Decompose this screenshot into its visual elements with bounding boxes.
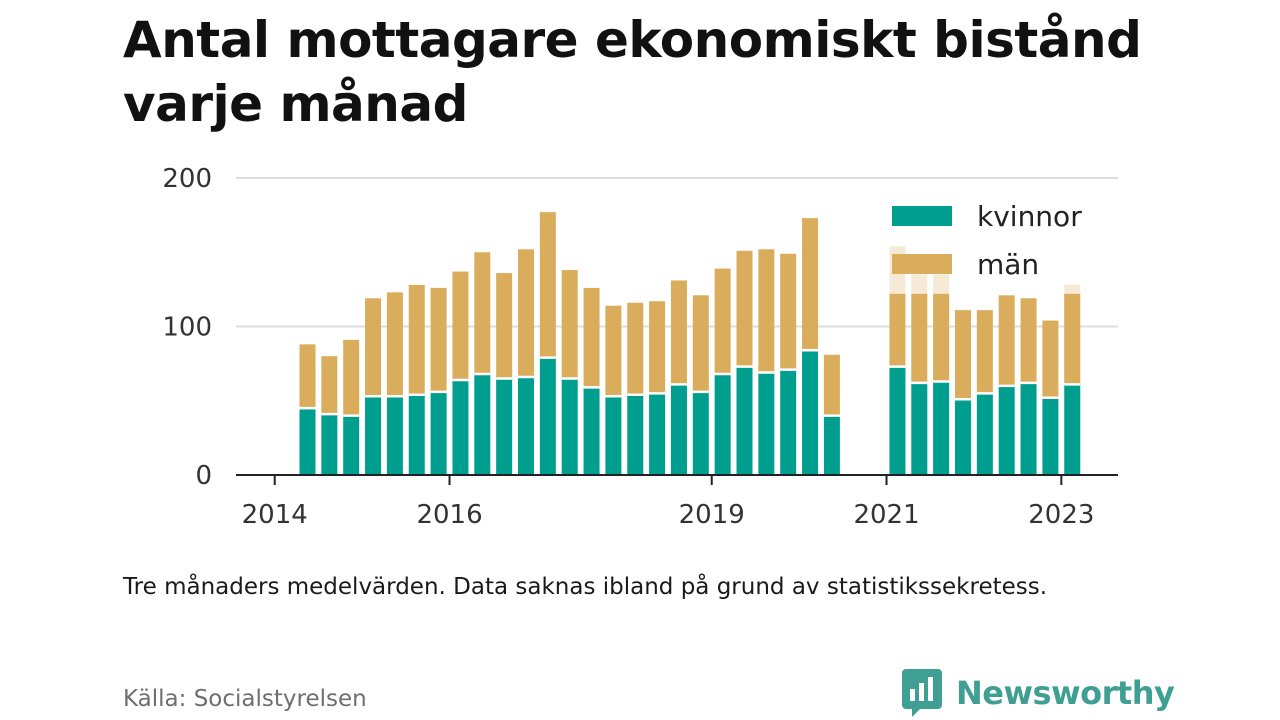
x-tick-label: 2023 (1028, 500, 1094, 530)
bar-man (802, 218, 819, 351)
bar-man (518, 249, 534, 377)
y-axis-ticks: 0 100 200 (162, 164, 212, 491)
legend-label-kvinnor: kvinnor (977, 200, 1082, 233)
bars (299, 212, 1081, 475)
bar-man (299, 344, 316, 409)
bar-kvinnor (321, 414, 338, 475)
chart-title: Antal mottagare ekonomiskt bistånd varje… (123, 11, 1142, 133)
bar-kvinnor (998, 385, 1015, 475)
bar-kvinnor (365, 396, 382, 475)
bar-man (889, 293, 906, 367)
bar-man (474, 252, 491, 375)
brand-name: Newsworthy (956, 674, 1175, 712)
bar-kvinnor (1020, 382, 1037, 475)
bar-kvinnor (933, 381, 950, 475)
bar-man (649, 301, 666, 394)
x-tick-label: 2019 (679, 500, 745, 530)
bar-kvinnor (823, 415, 840, 475)
bar-man (365, 298, 382, 397)
bar-kvinnor (802, 350, 819, 475)
bar-kvinnor (736, 366, 753, 475)
bar-man (561, 270, 578, 379)
bar-kvinnor (561, 378, 578, 475)
bar-man (692, 295, 709, 392)
bar-kvinnor (343, 415, 360, 475)
bar-man (1064, 293, 1081, 385)
bar-man (823, 354, 840, 416)
bar-kvinnor (474, 374, 491, 475)
x-axis-ticks: 2014 2016 2019 2021 2023 (242, 475, 1094, 530)
x-tick-label: 2014 (242, 500, 308, 530)
bar-kvinnor (889, 366, 906, 475)
bar-kvinnor (758, 372, 775, 475)
bar-kvinnor (408, 394, 425, 475)
newsworthy-logo: Newsworthy (902, 668, 1175, 718)
bar-man (430, 287, 447, 392)
bar-kvinnor (386, 396, 403, 475)
bar-kvinnor (955, 399, 971, 475)
newsworthy-logo-icon (902, 669, 942, 717)
bar-man (627, 302, 644, 395)
bar-kvinnor (518, 376, 534, 475)
bar-man (758, 249, 775, 373)
bar-kvinnor (496, 378, 513, 475)
bar-kvinnor (976, 393, 993, 475)
bar-man (714, 268, 731, 375)
bar-man (408, 284, 425, 395)
y-tick-label: 100 (162, 313, 212, 343)
x-tick-label: 2021 (853, 500, 919, 530)
bar-kvinnor (714, 374, 731, 475)
bar-man (452, 271, 469, 380)
bar-man (605, 305, 622, 397)
bar-kvinnor (539, 357, 556, 475)
bar-man (911, 293, 928, 383)
bar-man (321, 356, 338, 415)
bar-man (976, 310, 993, 394)
bar-man (780, 253, 797, 370)
chart-note: Tre månaders medelvärden. Data saknas ib… (123, 574, 1048, 600)
bar-man (496, 273, 513, 379)
bar-man (955, 310, 971, 400)
bar-man (998, 295, 1015, 386)
bar-kvinnor (583, 387, 600, 475)
bar-kvinnor (605, 396, 622, 475)
stacked-bar-chart: 0 100 200 2014 2016 2019 2021 2023 kvinnor män (162, 164, 1118, 530)
bar-kvinnor (1042, 397, 1059, 475)
bar-kvinnor (780, 369, 797, 475)
bar-kvinnor (670, 384, 687, 475)
bar-kvinnor (299, 408, 316, 475)
bar-man (583, 287, 600, 388)
bar-man (736, 250, 753, 367)
bar-kvinnor (911, 382, 928, 475)
bar-man (670, 280, 687, 385)
x-tick-label: 2016 (416, 500, 482, 530)
bar-man (933, 293, 950, 382)
bar-man (343, 339, 360, 416)
bar-man (1020, 298, 1037, 383)
legend: kvinnor män (892, 200, 1082, 281)
y-tick-label: 0 (195, 461, 212, 491)
bar-kvinnor (430, 391, 447, 475)
source-credit: Källa: Socialstyrelsen (123, 686, 367, 712)
bar-kvinnor (627, 394, 644, 475)
legend-label-man: män (977, 248, 1039, 281)
bar-kvinnor (692, 391, 709, 475)
bar-man (1042, 320, 1059, 398)
bar-kvinnor (649, 393, 666, 475)
legend-swatch-kvinnor (892, 206, 952, 226)
y-tick-label: 200 (162, 164, 212, 194)
legend-swatch-man (892, 254, 952, 274)
bar-man (386, 292, 403, 397)
bar-kvinnor (452, 379, 469, 475)
bar-kvinnor (1064, 384, 1081, 475)
bar-man (539, 212, 556, 358)
